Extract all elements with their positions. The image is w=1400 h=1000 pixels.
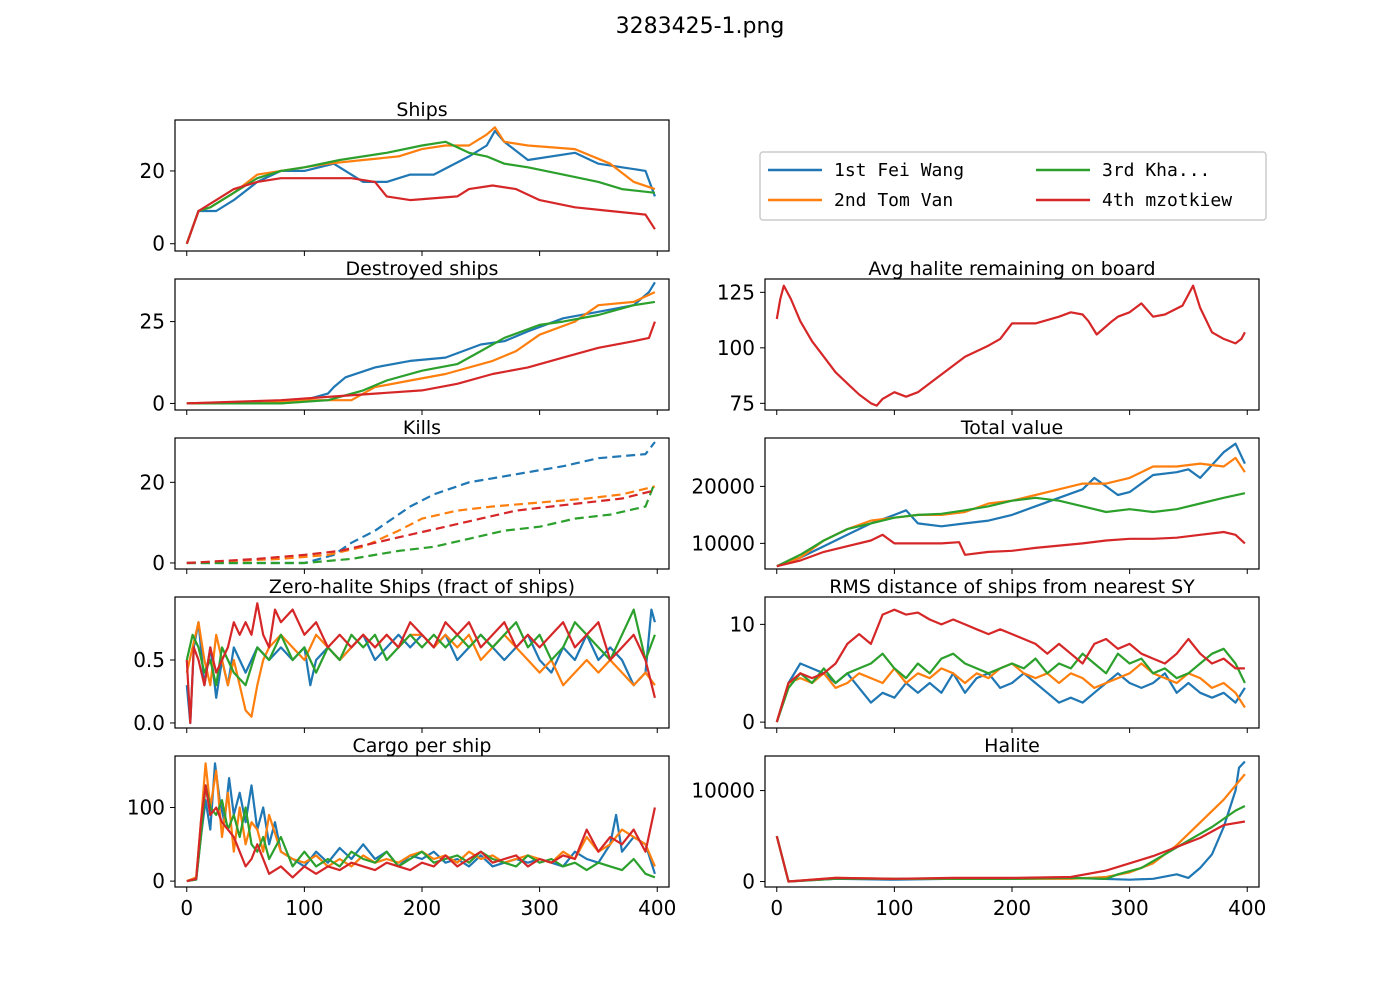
ships-ytick-label: 20 xyxy=(140,159,165,183)
zero-halite-ytick-label: 0.5 xyxy=(133,648,165,672)
legend-label: 3rd Kha... xyxy=(1102,160,1210,181)
halite-xtick-label: 300 xyxy=(1111,896,1149,920)
kills-series-2nd-tom-van xyxy=(186,485,656,565)
destroyed-series-2nd-tom-van xyxy=(186,291,656,405)
destroyed-series-1st-fei-wang xyxy=(186,281,656,405)
halite-xtick-label: 400 xyxy=(1228,896,1266,920)
destroyed-series-3rd-kha- xyxy=(186,300,656,405)
halite-xtick-label: 200 xyxy=(993,896,1031,920)
halite-xtick-label: 0 xyxy=(770,896,783,920)
total-value-series-3rd-kha- xyxy=(776,492,1246,568)
total-value-series-4th-mzotkiew xyxy=(776,530,1246,568)
halite-ytick-label: 10000 xyxy=(691,779,755,803)
figure-title: 3283425-1.png xyxy=(615,14,785,39)
cargo-xtick-label: 200 xyxy=(403,896,441,920)
cargo-axes-frame xyxy=(174,755,670,888)
legend-label: 1st Fei Wang xyxy=(834,160,964,181)
rms-distance-ytick-label: 10 xyxy=(730,612,755,636)
cargo-xtick-label: 0 xyxy=(180,896,193,920)
total-value-axes-frame xyxy=(764,437,1260,570)
halite-series-4th-mzotkiew xyxy=(775,820,1246,883)
halite-series-3rd-kha- xyxy=(775,805,1246,883)
ships-series-3rd-kha- xyxy=(185,140,656,245)
destroyed-ytick-label: 25 xyxy=(140,310,165,334)
kills-series-4th-mzotkiew xyxy=(186,489,656,565)
cargo-xtick-label: 300 xyxy=(521,896,559,920)
halite-xtick-label: 100 xyxy=(875,896,913,920)
zero-halite-ytick-label: 0.0 xyxy=(133,711,165,735)
zero-halite-series-4th-mzotkiew xyxy=(185,602,656,725)
total-value-ytick-label: 10000 xyxy=(691,531,755,555)
avg-halite-ytick-label: 75 xyxy=(730,391,755,415)
rms-distance-series-4th-mzotkiew xyxy=(775,608,1245,723)
cargo-series-4th-mzotkiew xyxy=(186,784,656,883)
cargo-title: Cargo per ship xyxy=(353,735,492,757)
halite-axes-frame xyxy=(764,755,1260,888)
halite-series-2nd-tom-van xyxy=(775,773,1246,883)
kills-ytick-label: 0 xyxy=(152,551,165,575)
avg-halite-series-4th-mzotkiew xyxy=(775,284,1246,407)
total-value-ytick-label: 20000 xyxy=(691,474,755,498)
destroyed-ytick-label: 0 xyxy=(152,391,165,415)
cargo-ytick-label: 0 xyxy=(152,869,165,893)
rms-distance-ytick-label: 0 xyxy=(742,710,755,734)
cargo-series-2nd-tom-van xyxy=(186,762,656,883)
zero-halite-series-3rd-kha- xyxy=(185,608,656,687)
total-value-series-1st-fei-wang xyxy=(776,442,1246,568)
kills-title: Kills xyxy=(403,417,441,439)
ships-series-4th-mzotkiew xyxy=(185,177,656,245)
kills-series-3rd-kha- xyxy=(186,481,656,565)
kills-series-1st-fei-wang xyxy=(186,441,656,565)
cargo-series-3rd-kha- xyxy=(186,784,656,883)
halite-series-1st-fei-wang xyxy=(775,760,1246,883)
halite-title: Halite xyxy=(984,735,1040,757)
avg-halite-axes-frame xyxy=(764,278,1260,411)
zero-halite-title: Zero-halite Ships (fract of ships) xyxy=(269,576,575,598)
legend-label: 2nd Tom Van xyxy=(834,190,953,211)
zero-halite-series-1st-fei-wang xyxy=(185,608,656,725)
legend-label: 4th mzotkiew xyxy=(1102,190,1232,211)
rms-distance-title: RMS distance of ships from nearest SY xyxy=(829,576,1195,598)
destroyed-title: Destroyed ships xyxy=(346,258,499,280)
halite-ytick-label: 0 xyxy=(742,870,755,894)
total-value-series-2nd-tom-van xyxy=(776,456,1246,568)
total-value-title: Total value xyxy=(960,417,1063,439)
ships-series-1st-fei-wang xyxy=(185,129,656,245)
avg-halite-ytick-label: 100 xyxy=(717,336,755,360)
cargo-xtick-label: 100 xyxy=(285,896,323,920)
rms-distance-series-3rd-kha- xyxy=(775,647,1246,723)
avg-halite-ytick-label: 125 xyxy=(717,280,755,304)
avg-halite-title: Avg halite remaining on board xyxy=(868,258,1155,280)
kills-axes-frame xyxy=(174,437,670,570)
legend-box xyxy=(759,151,1267,221)
kills-ytick-label: 20 xyxy=(140,470,165,494)
ships-title: Ships xyxy=(396,99,447,121)
cargo-ytick-label: 100 xyxy=(127,796,165,820)
destroyed-series-4th-mzotkiew xyxy=(186,321,656,405)
ships-ytick-label: 0 xyxy=(152,232,165,256)
cargo-xtick-label: 400 xyxy=(638,896,676,920)
